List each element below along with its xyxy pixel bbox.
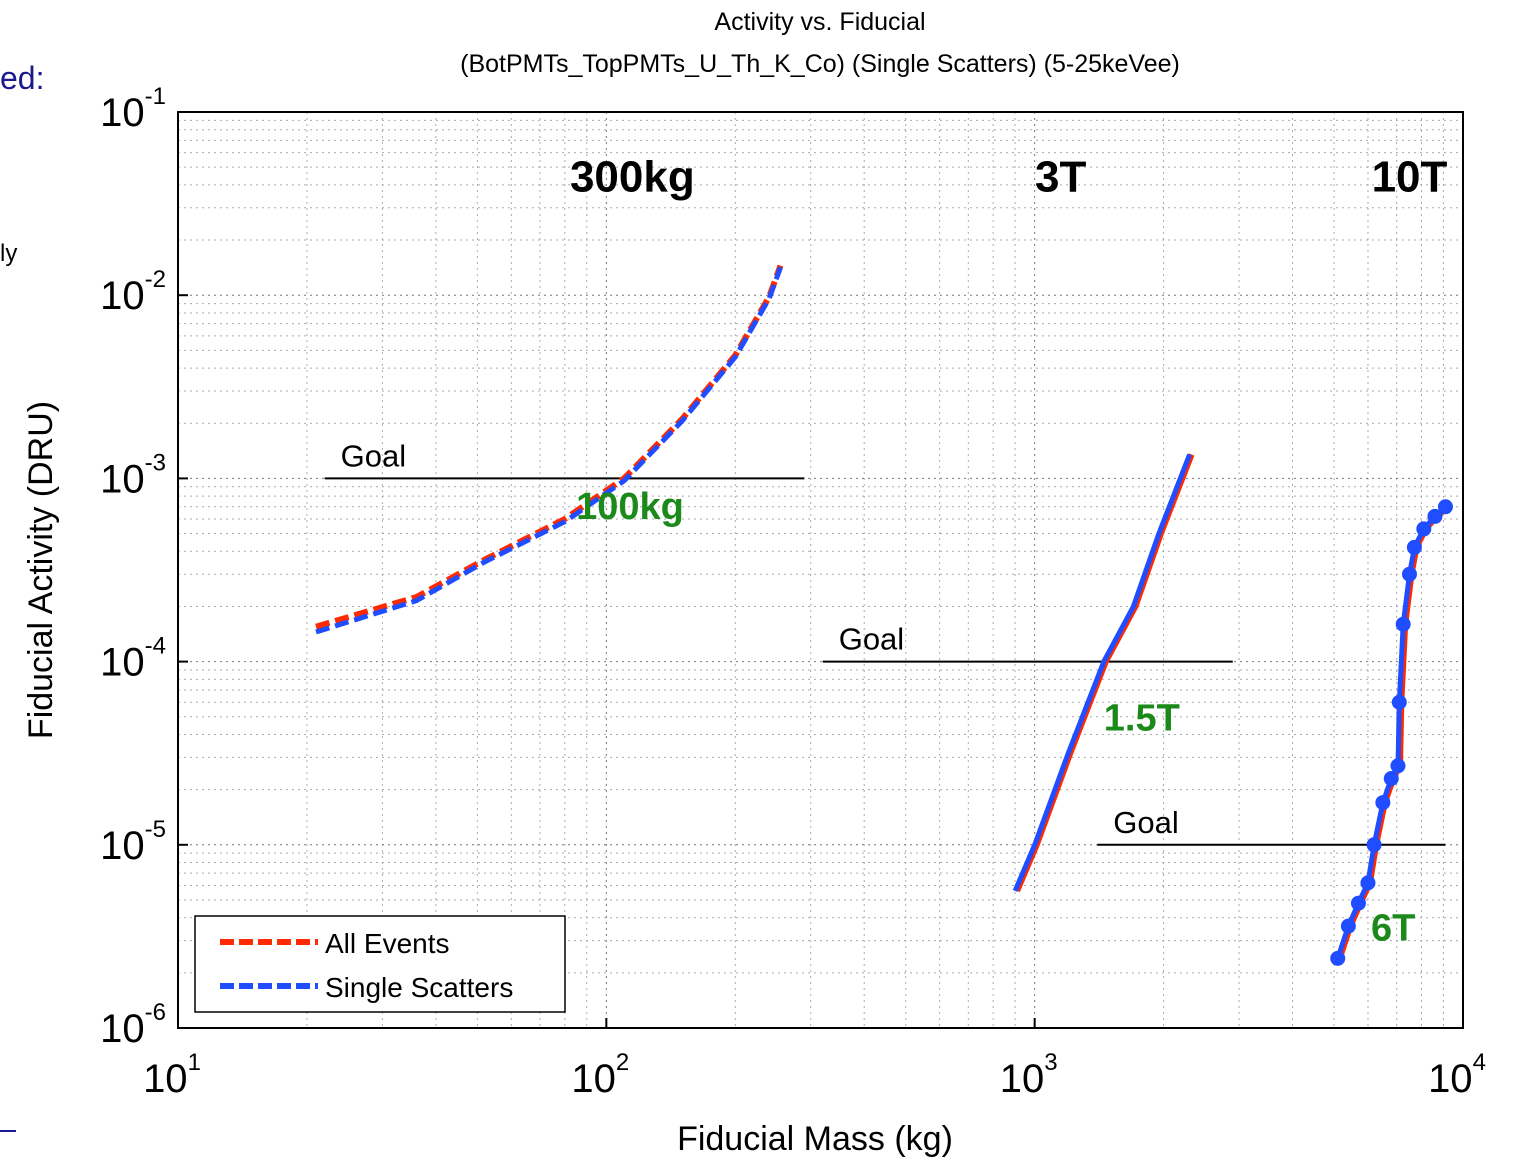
data-point-marker [1401,566,1417,582]
chart-title: Activity vs. Fiducial [714,8,925,36]
mass-marker-label: 1.5T [1104,698,1180,740]
data-point-marker [1406,539,1422,555]
goal-label: Goal [839,622,904,657]
region-label: 3T [1035,153,1086,202]
x-tick-label: 101 [143,1049,201,1101]
series-line-single-scatters [1012,453,1192,892]
goal-label: Goal [341,438,406,473]
region-label: 10T [1372,153,1448,202]
annotations: 300kg 3T 10T 100kg 1.5T 6T [570,153,1448,950]
region-label: 300kg [570,153,695,202]
y-tick-label: 10-6 [100,999,166,1051]
data-point-marker [1395,616,1411,632]
data-point-marker [1330,950,1346,966]
slide-heading-fragment: ed: [0,60,45,96]
data-point-marker [1383,771,1399,787]
data-point-marker [1360,875,1376,891]
chart-subtitle: (BotPMTs_TopPMTs_U_Th_K_Co) (Single Scat… [460,50,1180,78]
x-tick-label: 102 [571,1049,629,1101]
plot-frame [177,111,1464,1029]
grid [178,112,1463,1028]
goal-label: Goal [1113,805,1178,840]
data-point-marker [1437,499,1453,515]
data-point-marker [1340,918,1356,934]
x-tick-label: 104 [1428,1049,1486,1101]
goal-lines: Goal Goal Goal [324,438,1446,846]
legend-box [194,915,566,1013]
data-point-marker [1391,694,1407,710]
y-tick-label: 10-1 [100,83,166,135]
y-tick-label: 10-2 [100,266,166,318]
slide-rule [0,1130,16,1132]
legend-label-single-scatters: Single Scatters [325,972,513,1003]
data-point-marker [1366,837,1382,853]
y-tick-label: 10-4 [100,633,166,685]
legend: All Events Single Scatters [194,915,566,1013]
y-tick-label: 10-5 [100,816,166,868]
legend-label-all-events: All Events [325,928,450,959]
axis-ticks: 101 102 103 104 10-1 10-2 10-3 10-4 10-5 10-6 [100,83,1486,1101]
slide-body-fragment: ly [0,240,18,267]
x-axis-label: Fiducial Mass (kg) [677,1120,953,1158]
series-line-single-scatters [315,266,783,635]
mass-marker-label: 100kg [576,486,684,528]
data-point-marker [1375,795,1391,811]
mass-marker-label: 6T [1371,908,1415,950]
series-lines [315,264,1453,966]
data-point-marker [1427,508,1443,524]
data-point-marker [1390,758,1406,774]
data-point-marker [1416,521,1432,537]
y-axis-label: Fiducial Activity (DRU) [22,401,60,739]
x-tick-label: 103 [1000,1049,1058,1101]
data-point-marker [1350,895,1366,911]
y-tick-label: 10-3 [100,449,166,501]
